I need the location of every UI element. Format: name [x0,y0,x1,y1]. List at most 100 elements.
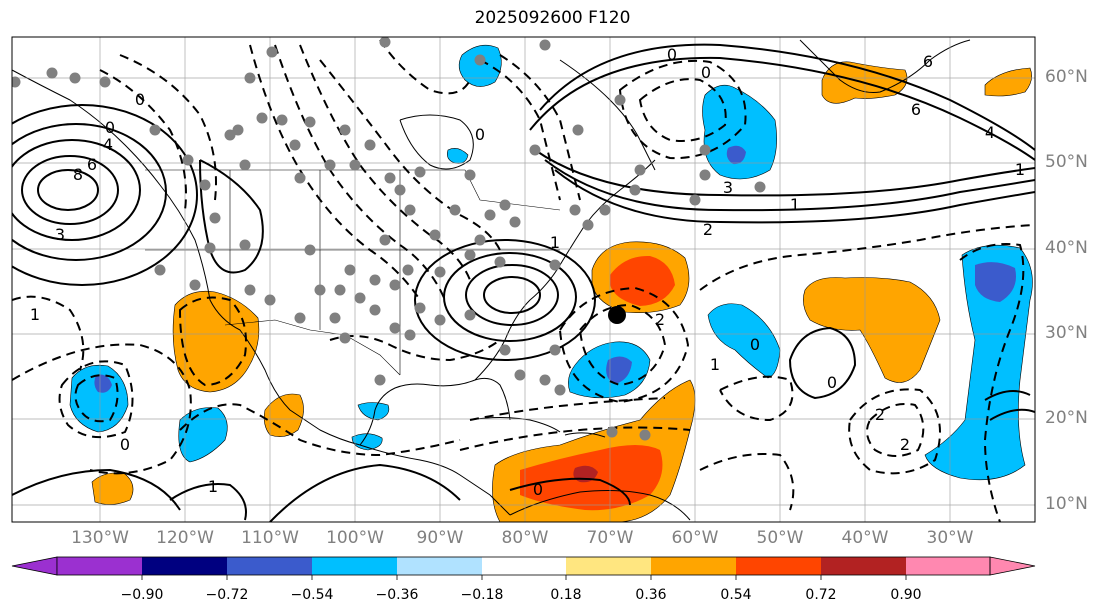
anomaly-blue-gulf [357,402,390,421]
contour-east-low-2 [848,388,941,475]
contour-caribbean-1 [469,397,666,421]
lat-label-50n: 50°N [1045,152,1088,172]
colorbar-bin [142,557,227,575]
dashed-contours [12,39,1035,522]
anomaly-blue-east-atlantic-core [975,262,1016,302]
border-us-mexico [224,319,401,376]
contour-label: 0 [701,63,711,82]
contour-label: 1 [208,477,218,496]
colorbar-tick-label: −0.36 [375,587,419,603]
contour-rockies [199,159,264,274]
high-pacific-ring-3 [12,139,141,241]
contour-mexico-1 [179,403,461,457]
lon-label-90w: 90°W [416,528,464,548]
contour-label: 1 [710,355,720,374]
anomaly-blue-east-atlantic [924,244,1033,481]
anomaly-red-atlantic-core [610,255,675,306]
lon-label-40w: 40°W [841,528,889,548]
lat-label-10n: 10°N [1045,494,1088,514]
contour-pacific-low-1 [74,374,119,423]
anomaly-orange-mexico-pacific [263,393,304,437]
lon-label-120w: 120°W [156,528,214,548]
contour-label: 1 [30,305,40,324]
colorbar-bin [227,557,312,575]
lon-label-60w: 60°W [671,528,719,548]
trough-west-3 [299,44,471,281]
solid-contours [12,43,1035,522]
contour-label: 0 [533,480,543,499]
contour-east-low-1 [865,403,925,457]
lon-label-110w: 110°W [241,528,299,548]
low-newfoundland-1 [638,78,727,142]
contour-pacific-sw-2 [269,463,461,522]
colorbar-extend-right [989,556,1036,576]
lon-label-70w: 70°W [586,528,634,548]
high-southeast-us-ring-4 [414,239,596,361]
colorbar-ticks [141,575,907,580]
north-atlantic-jet-2 [529,56,1035,161]
border-us-canada [145,169,561,211]
coast-central-america [359,444,511,516]
contour-pacific-sw-1 [12,468,181,511]
contour-east-atlantic-trough [959,243,1025,522]
anomaly-blue-bermuda-core [606,356,632,384]
trough-west-4 [319,59,501,251]
lon-label-100w: 100°W [326,528,384,548]
anomaly-blue-mid-atlantic [707,303,781,379]
contour-label: 4 [103,135,113,154]
lat-label-60n: 60°N [1045,67,1088,87]
north-atlantic-jet-1 [539,43,1035,151]
high-pacific-ring-5 [12,104,198,286]
colorbar-bin [312,557,397,575]
colorbar-tick-label: −0.72 [205,587,249,603]
colorbar-bin [566,557,651,575]
colorbar-bin [651,557,736,575]
contour-labels: 0 0 0 0 0 0 0 0 0 1 1 1 1 1 1 2 2 2 2 3 [30,45,1025,499]
lat-label-30n: 30°N [1045,323,1088,343]
colorbar-bin [736,557,821,575]
anomaly-blue-alaska-north [458,44,502,87]
north-atlantic-jet-5 [554,169,1035,224]
contour-label: 1 [1015,160,1025,179]
contour-alaska-2 [119,54,217,201]
contour-central-atlantic-2 [719,375,794,422]
contour-pacific-east-1 [12,343,192,475]
map-frame [11,36,1036,523]
contour-label: 6 [911,100,921,119]
contour-label: 6 [87,155,97,174]
colorbar-tick-label: 0.54 [720,587,752,603]
contour-label: 0 [750,335,760,354]
contour-caribbean-2 [459,426,691,451]
lon-label-50w: 50°W [756,528,804,548]
anomaly-orange-iceland [984,67,1032,97]
anomaly-blue-hudson [447,148,469,164]
lon-label-80w: 80°W [501,528,549,548]
contour-label: 0 [667,45,677,64]
north-atlantic-jet-3 [534,149,1035,197]
contour-gulf-1 [329,335,501,362]
contour-pacific-east-2 [12,295,85,371]
anomaly-blue-labrador-core [726,145,746,165]
colorbar-tick-label: 0.90 [890,587,922,603]
contour-central-atlantic-1 [699,224,1035,291]
high-southeast-us-ring-1 [483,276,541,314]
colorbar-extend-left [11,556,58,576]
lon-label-130w: 130°W [71,528,129,548]
contour-atlantic-low [788,326,857,400]
anomaly-orange-mid-atlantic-east [803,277,941,383]
contour-east-atlantic-2 [989,408,1035,421]
storm-center-marker [608,306,626,324]
contour-west-atlantic-2 [699,453,795,511]
contour-label: 6 [923,52,933,71]
contour-label: 1 [550,233,560,252]
contour-label: 0 [120,435,130,454]
lon-label-30w: 30°W [926,528,974,548]
contour-canada-1 [379,39,471,95]
low-bermuda-1 [578,303,667,387]
contour-label: 3 [723,178,733,197]
contour-label: 0 [827,373,837,392]
contour-caribbean-south [509,477,631,506]
gridlines [12,37,1035,522]
figure-title: 2025092600 F120 [474,8,631,28]
